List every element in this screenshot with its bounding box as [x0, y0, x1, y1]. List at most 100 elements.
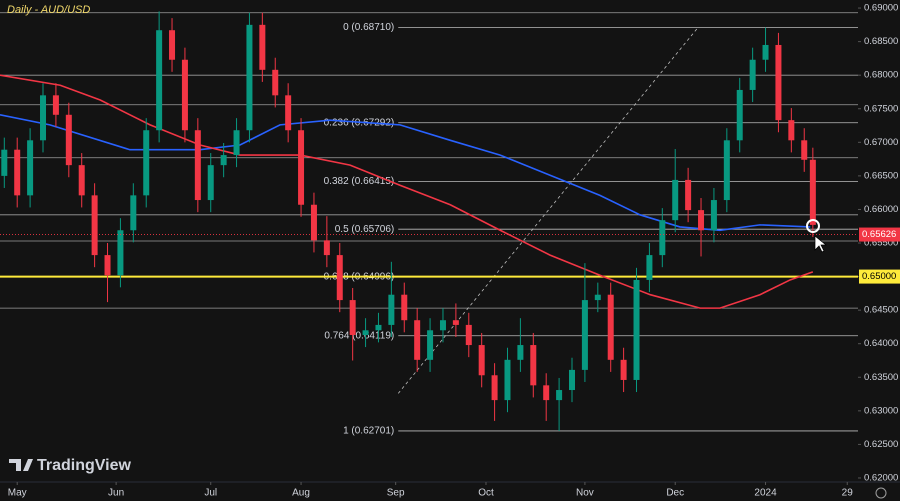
candle-body	[117, 230, 124, 276]
trendline	[397, 27, 699, 394]
logo: TradingView	[9, 457, 132, 474]
candle-body	[801, 140, 808, 160]
x-tick-label: Oct	[478, 488, 494, 499]
candle-body	[310, 204, 317, 241]
candle-body	[427, 330, 434, 360]
moving-average	[0, 114, 811, 232]
x-tick-label: Aug	[292, 488, 310, 499]
candle-body	[246, 24, 253, 131]
candle-body	[633, 279, 640, 380]
candle-body	[220, 155, 227, 166]
candle-body	[194, 130, 201, 201]
candle-body	[659, 220, 666, 256]
fib-label: 0 (0.68710)	[343, 22, 394, 33]
y-tick-label: 0.64500	[864, 305, 898, 316]
last-price-label-box	[859, 227, 900, 242]
candle-body	[504, 359, 511, 401]
x-tick-label: 29	[842, 488, 854, 499]
x-tick-label: Nov	[576, 488, 594, 499]
cursor	[814, 235, 827, 253]
y-tick-label: 0.62000	[864, 472, 898, 483]
candle-body	[710, 200, 717, 231]
candle-body	[788, 120, 795, 141]
candle-body	[607, 294, 614, 360]
candle-body	[40, 95, 47, 141]
candle-body	[478, 345, 485, 376]
y-tick-label: 0.63000	[864, 405, 898, 416]
candle-body	[762, 44, 769, 60]
candle-body	[259, 24, 266, 70]
candle-body	[104, 255, 111, 276]
candle-body	[530, 345, 537, 386]
candle-body	[52, 95, 59, 115]
candle-body	[775, 44, 782, 121]
y-tick-label: 0.69000	[864, 3, 898, 14]
plot-area: 0 (0.68710)0.236 (0.67292)0.382 (0.66415…	[0, 11, 858, 437]
candle-body	[65, 114, 72, 166]
candle-body	[465, 324, 472, 346]
candle-body	[685, 179, 692, 211]
candle-body	[323, 240, 330, 256]
x-tick-label: 2024	[754, 488, 777, 499]
watermark: TradingView	[37, 457, 132, 474]
fib-label: 0.5 (0.65706)	[335, 224, 395, 235]
candle-body	[130, 195, 137, 231]
y-tick-label: 0.68000	[864, 70, 898, 81]
x-tick-label: Sep	[387, 488, 405, 499]
candle-body	[594, 294, 601, 301]
candle-body	[78, 165, 85, 196]
candle-body	[1, 149, 8, 176]
candle-body	[736, 89, 743, 141]
candle-body	[491, 375, 498, 401]
candle-body	[569, 369, 575, 391]
x-tick-label: Dec	[666, 488, 684, 499]
y-tick-label: 0.62500	[864, 439, 898, 450]
candle-body	[581, 300, 588, 370]
logo-mark	[9, 459, 33, 471]
x-tick-label: Jul	[204, 488, 217, 499]
last-price-label: 0.65626	[862, 229, 896, 240]
y-tick-label: 0.67500	[864, 103, 898, 114]
fib-label: 1 (0.62701)	[343, 426, 394, 437]
candle-body	[388, 294, 395, 325]
candle-body	[233, 130, 240, 156]
candle-body	[349, 300, 356, 335]
fib-label: 0.764 (0.64119)	[324, 330, 394, 341]
settings-icon[interactable]	[875, 487, 887, 499]
candle-body	[646, 255, 653, 280]
cursor-ring	[806, 219, 820, 233]
price-axis	[858, 0, 900, 501]
y-tick-label: 0.66000	[864, 204, 898, 215]
key-level-label: 0.65000	[862, 271, 896, 282]
candle-body	[156, 30, 163, 131]
candle-body	[362, 330, 369, 335]
candle-body	[439, 320, 446, 331]
chart-title: Daily - AUD/USD	[7, 4, 90, 16]
key-level-label-box	[859, 269, 900, 284]
y-tick-label: 0.68500	[864, 36, 898, 47]
candle-body	[207, 165, 214, 201]
fib-label: 0.382 (0.66415)	[324, 176, 395, 187]
candle-body	[452, 320, 459, 325]
candle-body	[27, 140, 34, 196]
candle-body	[672, 179, 679, 221]
candle-body	[414, 320, 421, 360]
y-tick-label: 0.64000	[864, 338, 898, 349]
candle-body	[517, 345, 524, 360]
candle-body	[723, 140, 730, 201]
candle-body	[285, 95, 292, 131]
candle-body	[749, 59, 756, 90]
y-tick-label: 0.67000	[864, 137, 898, 148]
candle-body	[336, 255, 343, 301]
candle-body	[91, 195, 98, 256]
y-tick-label: 0.66500	[864, 170, 898, 181]
candle-body	[809, 159, 816, 225]
y-tick-label: 0.63500	[864, 372, 898, 383]
candle-body	[181, 59, 188, 131]
candle-body	[375, 324, 382, 331]
candle-body	[620, 359, 627, 380]
candle-body	[556, 390, 563, 401]
candle-body	[543, 385, 550, 401]
